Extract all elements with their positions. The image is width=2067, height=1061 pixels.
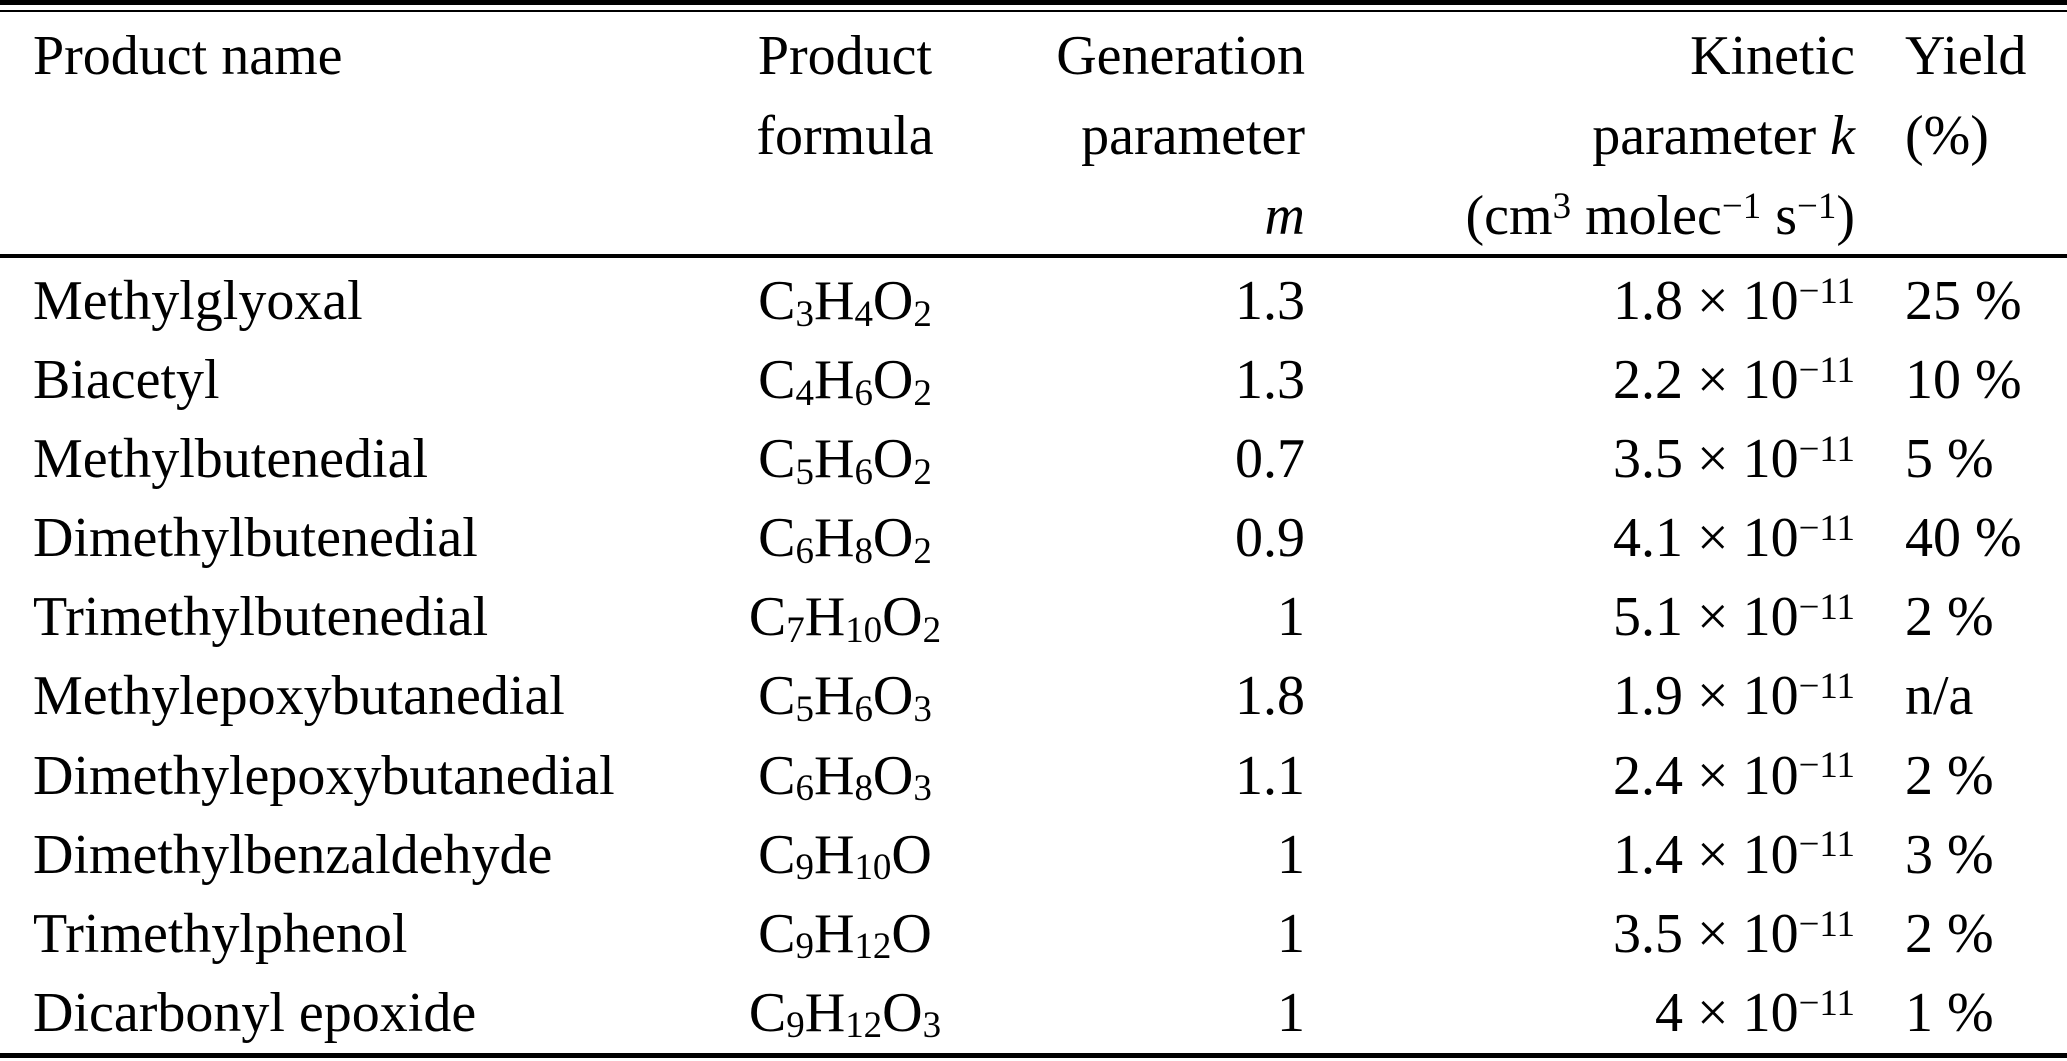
header-line: (%) bbox=[1905, 105, 1989, 167]
product-formula-cell: C9H10O bbox=[758, 823, 932, 888]
table-row: Dimethylbutenedial C6H8O2 0.9 4.1 × 10−11 40… bbox=[0, 499, 2067, 578]
kinetic-parameter-cell: 3.5 × 10−11 bbox=[1612, 902, 1855, 965]
table-row: Dimethylepoxybutanedial C6H8O3 1.1 2.4 × 10… bbox=[0, 737, 2067, 816]
header-product-name: Product name bbox=[0, 16, 695, 256]
header-line: formula bbox=[756, 105, 934, 167]
table-row: Trimethylphenol C9H12O 1 3.5 × 10−11 2 % bbox=[0, 895, 2067, 974]
yield-cell: n/a bbox=[1905, 665, 1974, 728]
generation-parameter-cell: 1.3 bbox=[1235, 270, 1305, 332]
yield-cell: 2 % bbox=[1905, 902, 1994, 965]
table-row: Methylglyoxal C3H4O2 1.3 1.8 × 10−11 25 % bbox=[0, 262, 2067, 341]
generation-parameter-cell: 1.3 bbox=[1235, 349, 1305, 412]
product-name-cell: Dicarbonyl epoxide bbox=[33, 981, 477, 1044]
top-rule-thin bbox=[0, 10, 2067, 12]
kinetic-parameter-cell: 4 × 10−11 bbox=[1654, 981, 1855, 1044]
generation-parameter-cell: 1 bbox=[1277, 586, 1305, 649]
product-formula-cell: C9H12O3 bbox=[748, 981, 942, 1046]
product-name-cell: Methylglyoxal bbox=[33, 270, 363, 332]
table-row: Methylepoxybutanedial C5H6O3 1.8 1.9 × 10−1… bbox=[0, 657, 2067, 736]
product-formula-cell: C3H4O2 bbox=[758, 270, 932, 334]
yield-cell: 25 % bbox=[1905, 270, 2022, 332]
header-kinetic-parameter: Kinetic parameter k (cm3 molec−1 s−1) bbox=[1305, 16, 1855, 256]
generation-parameter-cell: 0.7 bbox=[1235, 428, 1305, 491]
table-header-row: Product name Product formula Generation pa… bbox=[0, 16, 2067, 256]
generation-parameter-cell: 0.9 bbox=[1235, 507, 1305, 570]
table-body: Methylglyoxal C3H4O2 1.3 1.8 × 10−11 25 % Bia… bbox=[0, 262, 2067, 1053]
header-line: m bbox=[1264, 185, 1305, 247]
product-formula-cell: C5H6O3 bbox=[758, 665, 932, 730]
product-name-cell: Methylepoxybutanedial bbox=[33, 665, 565, 728]
yield-cell: 2 % bbox=[1905, 586, 1994, 649]
product-formula-cell: C6H8O2 bbox=[758, 507, 932, 571]
product-formula-cell: C5H6O2 bbox=[758, 428, 932, 492]
generation-parameter-cell: 1 bbox=[1277, 823, 1305, 886]
product-name-cell: Dimethylbenzaldehyde bbox=[33, 823, 553, 886]
table-row: Dicarbonyl epoxide C9H12O3 1 4 × 10−11 1 % bbox=[0, 974, 2067, 1053]
header-line: Kinetic bbox=[1690, 25, 1855, 87]
header-line: Yield bbox=[1905, 25, 2027, 87]
yield-cell: 40 % bbox=[1905, 507, 2022, 570]
yield-cell: 3 % bbox=[1905, 823, 1994, 886]
header-line: (cm3 molec−1 s−1) bbox=[1465, 184, 1855, 247]
table-row: Biacetyl C4H6O2 1.3 2.2 × 10−11 10 % bbox=[0, 341, 2067, 420]
header-line: parameter bbox=[1081, 105, 1305, 167]
table-row: Dimethylbenzaldehyde C9H10O 1 1.4 × 10−11 3 … bbox=[0, 816, 2067, 895]
product-name-cell: Biacetyl bbox=[33, 349, 220, 412]
product-formula-cell: C4H6O2 bbox=[758, 349, 932, 413]
kinetic-parameter-cell: 2.4 × 10−11 bbox=[1612, 744, 1855, 807]
product-formula-cell: C6H8O3 bbox=[758, 744, 932, 809]
yield-cell: 10 % bbox=[1905, 349, 2022, 412]
product-name-cell: Trimethylphenol bbox=[33, 902, 408, 965]
product-name-cell: Methylbutenedial bbox=[33, 428, 429, 491]
yield-cell: 5 % bbox=[1905, 428, 1994, 491]
header-product-formula: Product formula bbox=[695, 16, 995, 256]
kinetic-parameter-cell: 1.4 × 10−11 bbox=[1612, 823, 1855, 886]
header-line: Generation bbox=[1056, 25, 1305, 87]
kinetic-parameter-cell: 5.1 × 10−11 bbox=[1612, 586, 1855, 649]
kinetic-parameter-cell: 4.1 × 10−11 bbox=[1612, 507, 1855, 570]
kinetic-parameter-cell: 1.9 × 10−11 bbox=[1612, 665, 1855, 728]
product-name-cell: Trimethylbutenedial bbox=[33, 586, 489, 649]
header-line: parameter k bbox=[1592, 105, 1855, 167]
generation-parameter-cell: 1 bbox=[1277, 981, 1305, 1044]
product-formula-cell: C7H10O2 bbox=[748, 586, 942, 651]
generation-parameter-cell: 1 bbox=[1277, 902, 1305, 965]
kinetic-parameter-cell: 1.8 × 10−11 bbox=[1612, 269, 1855, 332]
bottom-rule bbox=[0, 1053, 2067, 1058]
kinetic-parameter-cell: 2.2 × 10−11 bbox=[1612, 348, 1855, 412]
yield-cell: 1 % bbox=[1905, 981, 1994, 1044]
table-row: Trimethylbutenedial C7H10O2 1 5.1 × 10−11 2 … bbox=[0, 578, 2067, 657]
generation-parameter-cell: 1.1 bbox=[1235, 744, 1305, 807]
product-name-cell: Dimethylbutenedial bbox=[33, 507, 478, 570]
generation-parameter-cell: 1.8 bbox=[1235, 665, 1305, 728]
product-formula-cell: C9H12O bbox=[758, 902, 932, 967]
header-line: Product name bbox=[33, 25, 343, 87]
product-name-cell: Dimethylepoxybutanedial bbox=[33, 744, 615, 807]
top-rule-thick bbox=[0, 0, 2067, 5]
header-line: Product bbox=[757, 25, 933, 87]
header-generation-parameter: Generation parameter m bbox=[995, 16, 1305, 256]
header-separator-rule bbox=[0, 254, 2067, 258]
table-row: Methylbutenedial C5H6O2 0.7 3.5 × 10−11 5 % bbox=[0, 420, 2067, 499]
yield-cell: 2 % bbox=[1905, 744, 1994, 807]
kinetic-parameter-cell: 3.5 × 10−11 bbox=[1612, 427, 1855, 491]
header-yield: Yield (%) bbox=[1855, 16, 2067, 256]
